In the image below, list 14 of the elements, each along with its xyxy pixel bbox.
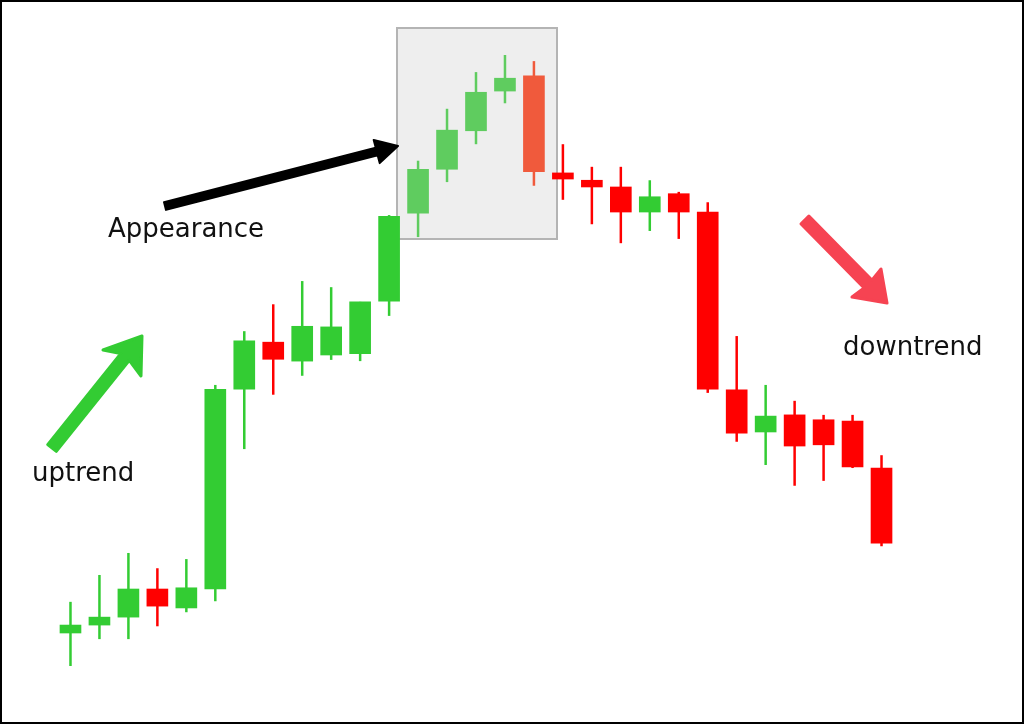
candlestick — [59, 600, 82, 668]
candlestick — [262, 303, 285, 396]
annotation: uptrend — [32, 457, 135, 489]
candlestick — [146, 566, 169, 628]
candlestick — [494, 53, 516, 105]
candlestick — [552, 142, 574, 202]
annotation: Appearance — [108, 213, 265, 245]
candlestick — [754, 383, 777, 467]
candlestick — [581, 165, 603, 226]
candlestick — [88, 573, 111, 641]
annotation: downtrend — [843, 331, 983, 363]
candlestick — [667, 190, 690, 241]
candlestick — [175, 557, 198, 614]
candlestick — [638, 179, 661, 233]
